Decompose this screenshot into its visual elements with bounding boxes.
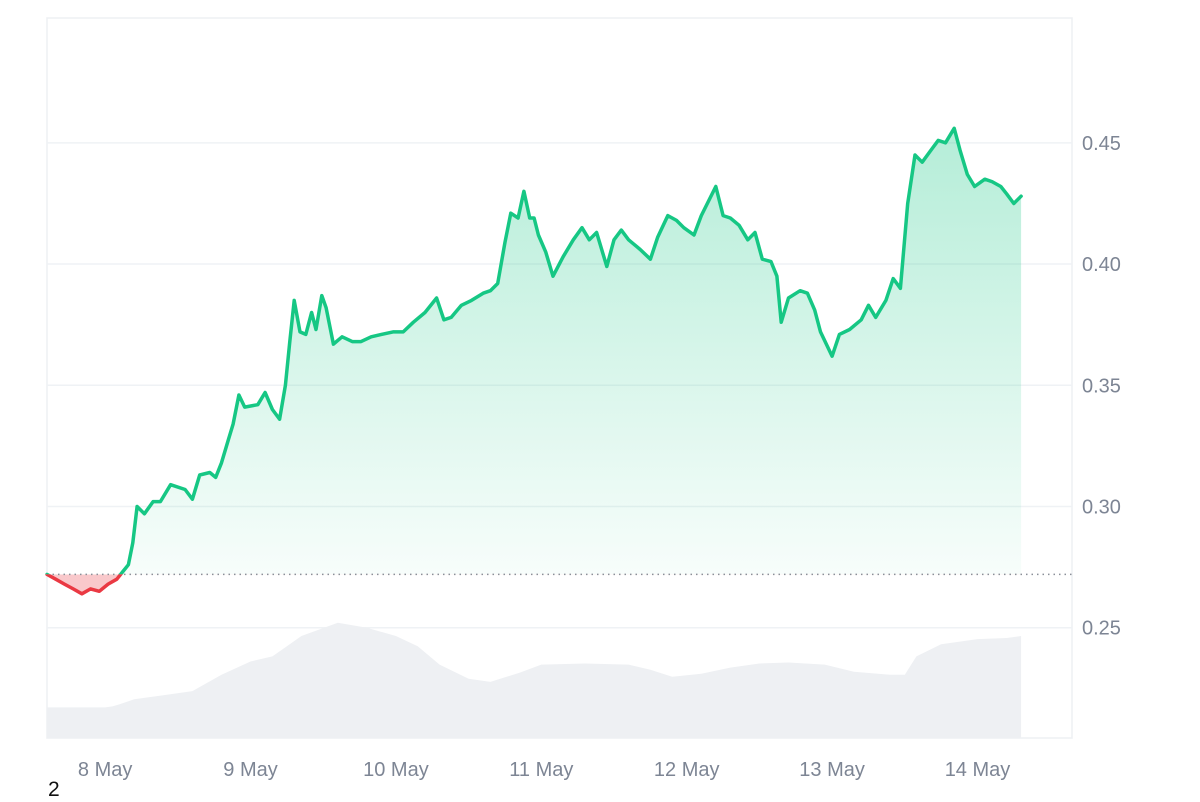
y-axis-ticks: 0.25 0.30 0.35 0.40 0.45 xyxy=(1082,133,1121,640)
x-tick-label: 12 May xyxy=(654,759,720,781)
x-tick-label: 11 May xyxy=(509,759,573,781)
volume-area xyxy=(47,622,1022,738)
price-line-up xyxy=(45,126,1023,575)
y-tick-label: 0.30 xyxy=(1082,496,1121,518)
x-tick-label: 10 May xyxy=(363,759,429,781)
x-tick-label: 13 May xyxy=(799,759,865,781)
y-tick-label: 0.45 xyxy=(1082,133,1121,155)
x-tick-label: 14 May xyxy=(945,759,1011,781)
corner-label: 2 xyxy=(48,778,60,801)
y-tick-label: 0.25 xyxy=(1082,618,1121,640)
price-area-up xyxy=(120,128,1022,575)
y-tick-label: 0.40 xyxy=(1082,254,1121,276)
price-series xyxy=(45,126,1072,596)
x-tick-label: 8 May xyxy=(78,759,132,781)
x-tick-label: 9 May xyxy=(223,759,277,781)
x-axis-ticks: 8 May 9 May 10 May 11 May 12 May 13 May 14 May xyxy=(78,759,1010,781)
y-tick-label: 0.35 xyxy=(1082,375,1121,397)
